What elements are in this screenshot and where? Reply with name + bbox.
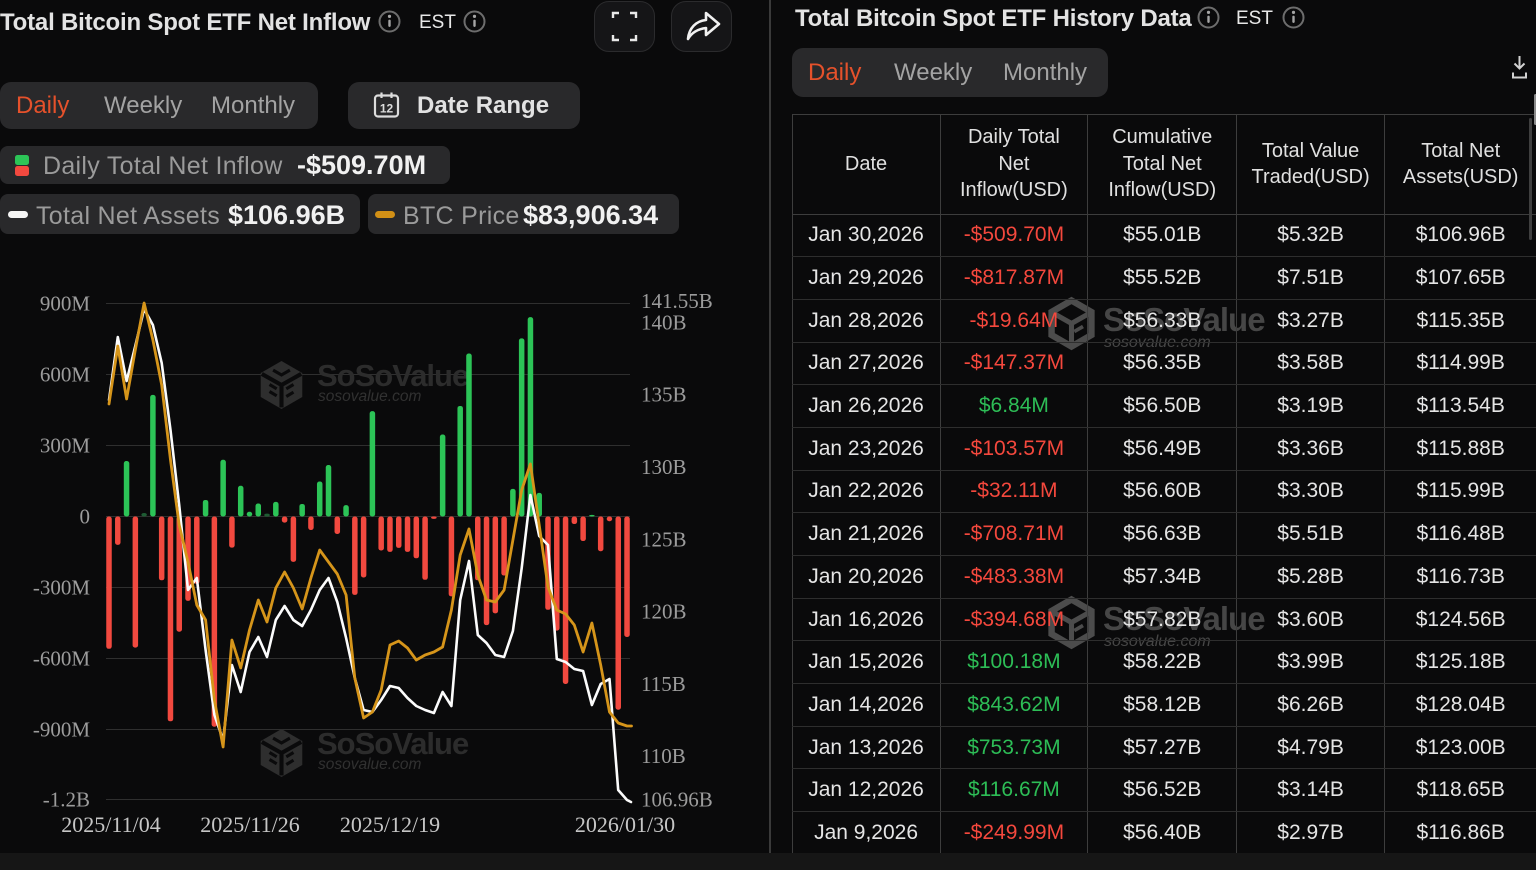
svg-text:900M: 900M: [40, 292, 91, 316]
svg-text:-300M: -300M: [33, 576, 90, 600]
svg-text:2025/12/19: 2025/12/19: [340, 812, 440, 837]
svg-text:SoSoValue: SoSoValue: [317, 358, 469, 393]
svg-text:120B: 120B: [641, 600, 687, 624]
svg-text:300M: 300M: [40, 434, 91, 458]
svg-text:115B: 115B: [641, 672, 686, 696]
svg-text:135B: 135B: [641, 383, 687, 407]
svg-text:130B: 130B: [641, 455, 687, 479]
svg-text:-600M: -600M: [33, 647, 90, 671]
svg-text:2025/11/04: 2025/11/04: [61, 812, 160, 837]
svg-text:-1.2B: -1.2B: [43, 788, 90, 812]
svg-text:106.96B: 106.96B: [641, 788, 713, 812]
svg-text:141.55B: 141.55B: [641, 289, 713, 313]
svg-text:140B: 140B: [641, 310, 687, 334]
svg-text:110B: 110B: [641, 744, 686, 768]
svg-text:2025/11/26: 2025/11/26: [200, 812, 299, 837]
svg-text:12: 12: [380, 102, 394, 116]
svg-text:SoSoValue: SoSoValue: [317, 726, 469, 761]
svg-text:125B: 125B: [641, 527, 687, 551]
svg-text:0: 0: [80, 505, 91, 529]
svg-text:sosovalue.com: sosovalue.com: [318, 756, 421, 773]
svg-text:2026/01/30: 2026/01/30: [575, 812, 675, 837]
svg-text:sosovalue.com: sosovalue.com: [318, 388, 421, 405]
svg-text:-900M: -900M: [33, 718, 90, 742]
svg-text:600M: 600M: [40, 363, 91, 387]
